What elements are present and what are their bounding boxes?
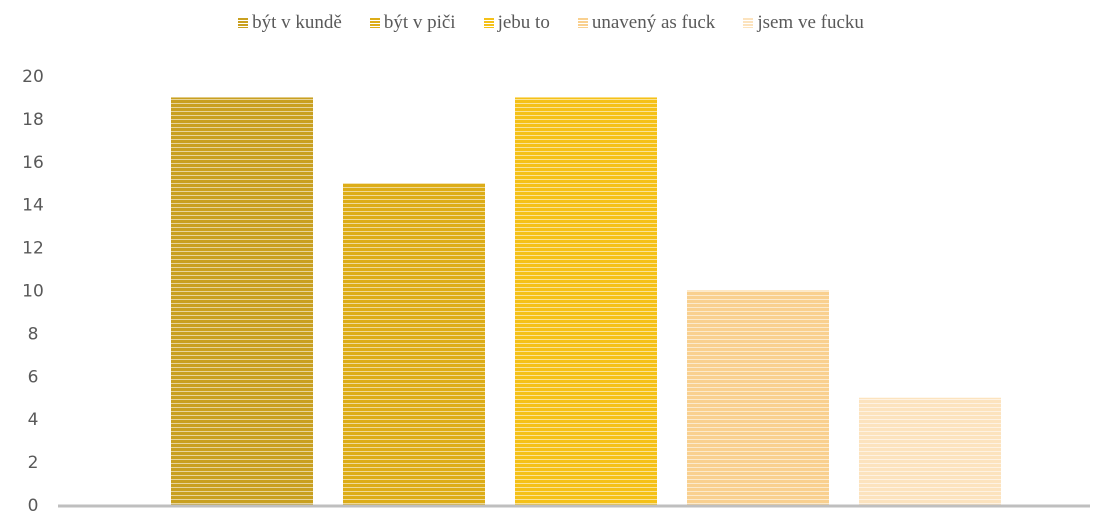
legend-label: být v piči [383,12,456,33]
bar-1 [171,97,313,505]
legend: být v kundě být v piči jebu to unavený as f… [0,12,1102,34]
y-tick-label: 2 [28,453,39,473]
y-tick-label: 4 [28,410,39,430]
legend-label: jsem ve fucku [757,12,864,33]
legend-swatch [369,18,380,28]
y-axis-ticks: 0 2 4 6 8 10 12 14 16 18 20 [22,67,44,511]
legend-label: jebu to [497,12,550,33]
bar-2 [343,183,485,505]
legend-swatch [238,18,249,28]
bar-3 [515,97,657,505]
legend-label: být v kundě [252,12,342,33]
y-tick-label: 20 [22,67,44,87]
y-tick-label: 14 [22,196,44,216]
bar-4 [687,290,829,505]
legend-swatch [743,18,754,28]
legend-item: být v piči [369,12,456,34]
y-tick-label: 12 [22,239,44,259]
y-tick-label: 18 [22,110,44,130]
legend-label: unavený as fuck [591,12,716,33]
y-tick-label: 16 [22,153,44,173]
legend-swatch [577,18,588,28]
y-tick-label: 6 [28,367,39,387]
legend-swatch [483,18,494,28]
y-tick-label: 0 [28,496,39,511]
legend-item: být v kundě [238,12,342,34]
legend-item: jebu to [483,12,550,34]
y-tick-label: 8 [28,324,39,344]
bar-5 [859,397,1001,505]
legend-item: jsem ve fucku [743,12,864,34]
legend-item: unavený as fuck [577,12,716,34]
bars-group [171,97,1001,505]
y-tick-label: 10 [22,282,44,302]
